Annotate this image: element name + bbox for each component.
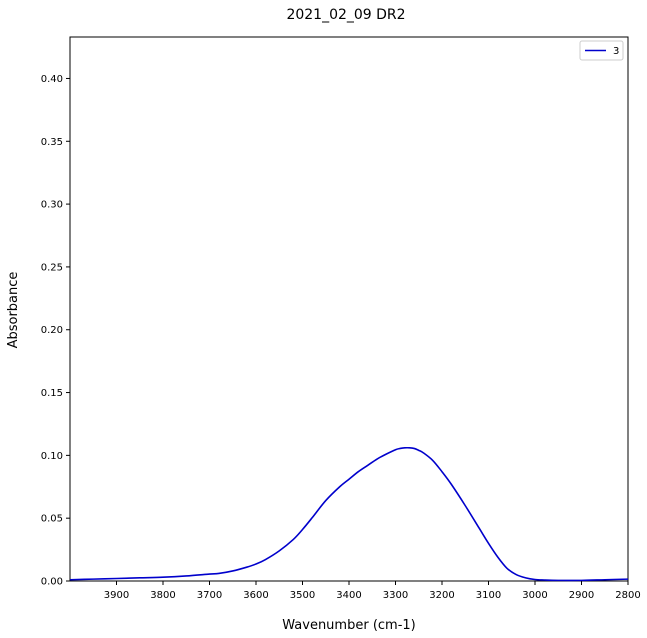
series-layer <box>69 446 629 582</box>
x-axis-ticks: 3900 3800 3700 3600 3500 3400 3300 3200 3100 3000… <box>104 581 641 601</box>
y-tick-label: 0.40 <box>41 74 63 85</box>
y-tick-label: 0.10 <box>41 451 63 462</box>
y-tick-label: 0.25 <box>41 262 63 273</box>
x-tick-label: 3400 <box>336 590 361 601</box>
x-tick-label: 3900 <box>104 590 129 601</box>
x-tick-label: 3300 <box>383 590 408 601</box>
y-tick-label: 0.35 <box>41 137 63 148</box>
chart-title: 2021_02_09 DR2 <box>286 7 405 23</box>
y-axis-ticks: 0.00 0.05 0.10 0.15 0.20 0.25 0.30 0.35 0.40 <box>41 74 70 588</box>
x-axis-title: Wavenumber (cm-1) <box>282 618 415 633</box>
x-tick-label: 3700 <box>197 590 222 601</box>
y-tick-label: 0.30 <box>41 200 63 211</box>
x-tick-label: 3200 <box>429 590 454 601</box>
x-tick-label: 2800 <box>615 590 640 601</box>
y-tick-label: 0.15 <box>41 388 63 399</box>
x-tick-label: 3100 <box>476 590 501 601</box>
x-tick-label: 2900 <box>569 590 594 601</box>
y-tick-label: 0.00 <box>41 577 63 588</box>
x-tick-label: 3000 <box>522 590 547 601</box>
y-axis-title: Absorbance <box>6 272 21 349</box>
y-tick-label: 0.05 <box>41 514 63 525</box>
legend-entry-label: 3 <box>613 46 619 57</box>
x-tick-label: 3800 <box>150 590 175 601</box>
x-tick-label: 3600 <box>243 590 268 601</box>
y-tick-label: 0.20 <box>41 325 63 336</box>
legend: 3 <box>579 40 624 61</box>
series-line-3 <box>69 446 629 582</box>
x-tick-label: 3500 <box>290 590 315 601</box>
